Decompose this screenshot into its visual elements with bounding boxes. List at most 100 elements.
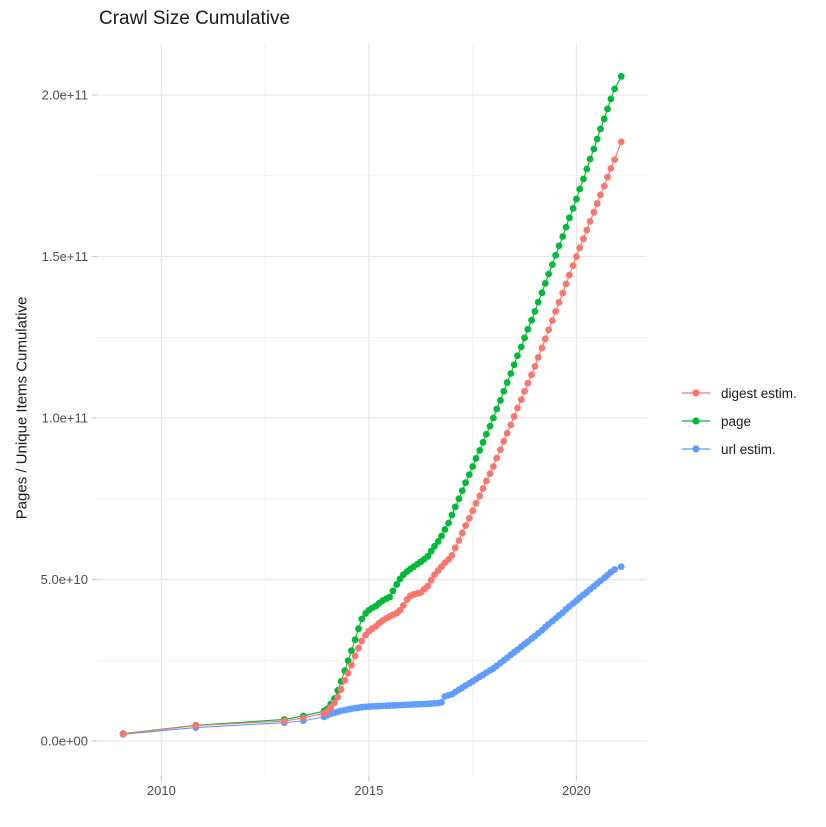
- data-point: [351, 652, 359, 660]
- data-point: [576, 244, 584, 252]
- x-tick-label: 2010: [147, 783, 176, 798]
- data-point: [521, 334, 528, 342]
- data-point: [389, 587, 397, 595]
- data-point: [583, 165, 591, 173]
- data-point: [559, 289, 567, 297]
- data-point: [438, 698, 445, 706]
- data-point: [431, 542, 438, 550]
- data-point: [580, 235, 587, 243]
- data-point: [569, 205, 577, 212]
- data-point: [331, 699, 338, 707]
- legend-item-url: url estim.: [681, 435, 797, 463]
- data-point: [479, 438, 487, 446]
- data-point: [503, 379, 511, 386]
- data-point: [524, 325, 532, 333]
- data-point: [386, 593, 394, 601]
- data-point: [548, 317, 556, 324]
- data-point: [393, 581, 401, 588]
- data-point: [576, 185, 584, 193]
- data-point: [590, 208, 598, 216]
- data-point: [490, 414, 497, 422]
- data-point: [192, 722, 200, 730]
- data-point: [562, 280, 570, 288]
- data-point: [493, 454, 501, 462]
- data-point: [486, 470, 494, 478]
- data-point: [538, 289, 546, 297]
- data-point: [548, 261, 556, 269]
- data-point: [573, 253, 580, 260]
- data-point: [396, 606, 404, 614]
- legend-item-digest: digest estim.: [681, 379, 797, 407]
- legend: digest estim. page url estim.: [681, 379, 797, 463]
- data-point: [569, 262, 577, 270]
- data-point: [280, 717, 288, 725]
- data-point: [555, 299, 563, 306]
- data-point: [344, 669, 352, 677]
- data-point: [604, 105, 611, 113]
- data-point: [497, 446, 504, 454]
- data-point: [524, 379, 532, 387]
- data-point: [458, 529, 466, 537]
- x-tick-label: 2015: [354, 783, 383, 798]
- data-point: [472, 499, 480, 507]
- data-point: [611, 566, 619, 573]
- data-point: [434, 538, 442, 545]
- data-point: [441, 526, 449, 533]
- data-point: [510, 413, 518, 420]
- data-point: [545, 270, 553, 278]
- data-point: [521, 387, 528, 395]
- data-point: [517, 396, 525, 404]
- y-tick-label: 1.0e+11: [42, 411, 88, 426]
- data-point: [514, 352, 521, 360]
- legend-key-digest-icon: [682, 389, 710, 397]
- data-point: [327, 704, 335, 711]
- data-point: [507, 370, 515, 377]
- data-point: [597, 191, 604, 199]
- data-point: [427, 547, 435, 555]
- data-point: [607, 95, 615, 103]
- data-point: [555, 242, 563, 250]
- data-point: [341, 676, 349, 684]
- data-point: [593, 135, 601, 143]
- data-point: [490, 463, 497, 470]
- data-point: [611, 156, 619, 164]
- data-point: [538, 344, 546, 352]
- data-point: [299, 714, 307, 722]
- data-point: [528, 371, 536, 379]
- data-point: [427, 576, 435, 584]
- data-point: [528, 316, 536, 324]
- data-point: [611, 85, 619, 93]
- data-point: [607, 164, 615, 172]
- legend-label-url: url estim.: [721, 441, 776, 457]
- data-point: [552, 251, 560, 259]
- plot-title: Crawl Size Cumulative: [99, 8, 291, 29]
- data-point: [565, 214, 573, 222]
- data-point: [534, 353, 542, 361]
- y-tick-label: 0.0e+00: [41, 734, 88, 749]
- data-point: [424, 552, 432, 560]
- data-point: [438, 532, 445, 540]
- data-point: [358, 637, 366, 645]
- series-line-digest-estim-: [123, 141, 622, 735]
- data-point: [448, 551, 456, 559]
- data-point: [600, 182, 608, 190]
- data-point: [583, 226, 591, 234]
- data-point: [482, 430, 490, 438]
- data-point: [593, 200, 601, 207]
- data-point: [458, 487, 466, 495]
- data-point: [355, 644, 362, 652]
- data-point: [617, 563, 625, 571]
- data-point: [541, 335, 549, 343]
- legend-key-url-icon: [682, 445, 710, 453]
- legend-key-page-icon: [682, 417, 710, 425]
- y-tick-label: 5.0e+10: [41, 572, 88, 587]
- legend-item-page: page: [681, 407, 797, 435]
- data-point: [482, 477, 490, 485]
- data-point: [600, 115, 608, 123]
- data-point: [503, 429, 511, 437]
- data-point: [334, 693, 342, 701]
- data-point: [455, 537, 463, 544]
- data-point: [348, 647, 355, 655]
